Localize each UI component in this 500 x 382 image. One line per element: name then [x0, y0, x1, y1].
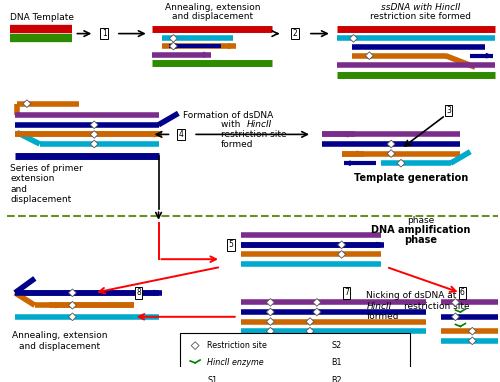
Text: phase: phase [404, 235, 438, 245]
Text: formed: formed [221, 139, 254, 149]
Text: 2: 2 [292, 29, 298, 38]
Text: Series of primer: Series of primer [10, 163, 83, 173]
Polygon shape [350, 34, 358, 42]
Text: 8: 8 [136, 288, 141, 297]
Text: restriction site formed: restriction site formed [370, 12, 472, 21]
Text: DNA Template: DNA Template [10, 13, 74, 22]
Text: 4: 4 [179, 130, 184, 139]
Text: Nicking of dsDNA at: Nicking of dsDNA at [366, 291, 457, 300]
Polygon shape [306, 327, 314, 335]
Polygon shape [468, 337, 476, 345]
Polygon shape [68, 301, 76, 309]
Polygon shape [306, 318, 314, 325]
Text: 7: 7 [344, 288, 349, 297]
Text: HincII enzyme: HincII enzyme [207, 358, 264, 367]
Polygon shape [266, 299, 274, 306]
Text: formed: formed [366, 312, 399, 321]
Text: 3: 3 [446, 106, 451, 115]
Polygon shape [338, 251, 345, 258]
Text: Annealing, extension: Annealing, extension [165, 3, 260, 12]
Polygon shape [313, 299, 321, 306]
Text: S1: S1 [207, 376, 217, 382]
Polygon shape [23, 100, 31, 107]
Text: restriction site: restriction site [221, 130, 286, 139]
Text: and displacement: and displacement [172, 12, 254, 21]
Text: restriction site: restriction site [404, 302, 469, 311]
Text: Template generation: Template generation [354, 173, 468, 183]
Polygon shape [387, 140, 395, 148]
Text: 6: 6 [460, 288, 465, 297]
Polygon shape [313, 308, 321, 316]
Text: 5: 5 [228, 240, 233, 249]
Text: HincII: HincII [366, 302, 392, 311]
Text: with: with [221, 120, 243, 129]
Text: displacement: displacement [10, 195, 72, 204]
Polygon shape [266, 308, 274, 316]
Text: extension: extension [10, 174, 54, 183]
Polygon shape [170, 34, 177, 42]
FancyBboxPatch shape [180, 333, 410, 382]
Polygon shape [387, 150, 395, 157]
Polygon shape [266, 318, 274, 325]
Polygon shape [452, 313, 460, 320]
Text: Annealing, extension: Annealing, extension [12, 332, 108, 340]
Text: and displacement: and displacement [19, 342, 100, 351]
Polygon shape [366, 52, 374, 60]
Text: S2: S2 [332, 341, 342, 350]
Polygon shape [338, 241, 345, 249]
Polygon shape [68, 289, 76, 297]
Polygon shape [397, 159, 405, 167]
Polygon shape [68, 313, 76, 320]
Polygon shape [266, 327, 274, 335]
Polygon shape [468, 327, 476, 335]
Polygon shape [90, 140, 98, 148]
Text: ssDNA with HincII: ssDNA with HincII [381, 3, 460, 12]
Text: and: and [10, 185, 27, 194]
Text: 1: 1 [102, 29, 106, 38]
Polygon shape [191, 342, 199, 350]
Text: B1: B1 [332, 358, 342, 367]
Text: B2: B2 [332, 376, 342, 382]
Text: HincII: HincII [246, 120, 272, 129]
Polygon shape [452, 299, 460, 306]
Text: DNA amplification: DNA amplification [371, 225, 470, 235]
Polygon shape [90, 131, 98, 138]
Text: phase: phase [407, 216, 434, 225]
Polygon shape [170, 42, 177, 50]
Text: Restriction site: Restriction site [207, 341, 267, 350]
Text: Formation of dsDNA: Formation of dsDNA [182, 111, 273, 120]
Polygon shape [90, 121, 98, 129]
